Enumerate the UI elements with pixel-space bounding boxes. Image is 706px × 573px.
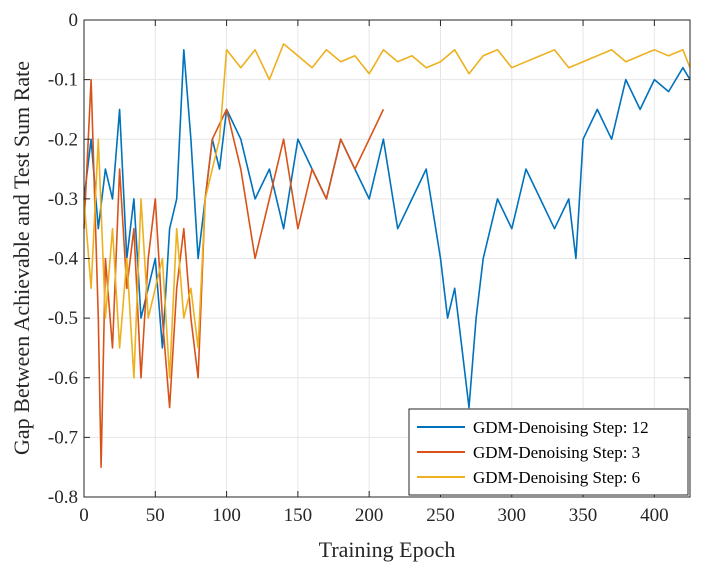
y-axis-label: Gap Between Achievable and Test Sum Rate: [9, 61, 34, 455]
x-tick-label: 300: [498, 505, 527, 526]
x-tick-label: 350: [569, 505, 598, 526]
x-tick-label: 400: [640, 505, 669, 526]
legend: GDM-Denoising Step: 12 GDM-Denoising Step…: [408, 408, 689, 496]
series-line-2: [83, 78, 385, 469]
series-line-3: [83, 43, 691, 379]
y-tick-label: -0.5: [48, 308, 78, 329]
y-tick-label: -0.6: [48, 368, 78, 389]
y-tick-label: -0.1: [48, 70, 78, 91]
y-tick-label: 0: [69, 10, 79, 31]
y-tick-label: -0.3: [48, 189, 78, 210]
x-tick-label: 200: [355, 505, 384, 526]
y-tick-label: -0.4: [48, 249, 79, 270]
x-tick-label: 0: [79, 505, 89, 526]
x-tick-label: 50: [146, 505, 165, 526]
x-tick-label: 100: [212, 505, 241, 526]
x-tick-label: 250: [426, 505, 455, 526]
legend-entry-label: GDM-Denoising Step: 6: [473, 468, 640, 487]
x-tick-label: 150: [284, 505, 313, 526]
series-lines: [83, 43, 691, 469]
axis-ticks: 0 50 100 150 200 250 300 350 400 -0.8 -0.7 -0.6 -0.5…: [48, 10, 690, 526]
y-tick-label: -0.7: [48, 427, 78, 448]
y-tick-label: -0.8: [48, 487, 78, 508]
y-tick-label: -0.2: [48, 129, 78, 150]
legend-entry-label: GDM-Denoising Step: 12: [473, 418, 649, 437]
x-axis-label: Training Epoch: [319, 537, 456, 562]
legend-entry-label: GDM-Denoising Step: 3: [473, 443, 640, 462]
